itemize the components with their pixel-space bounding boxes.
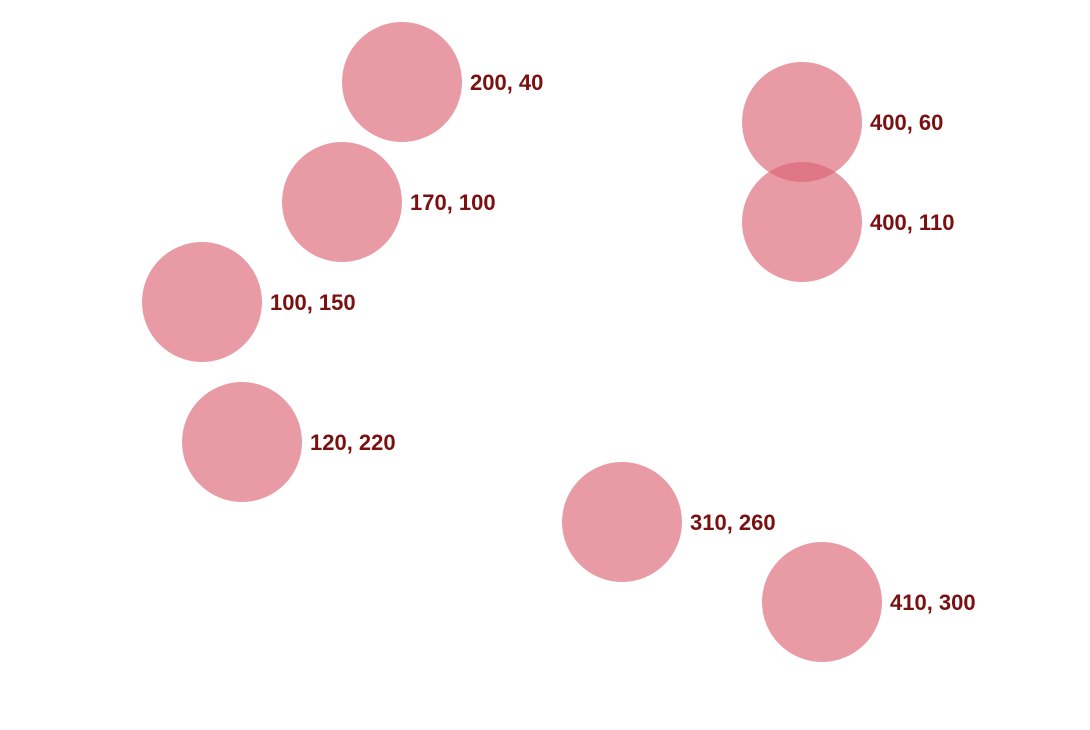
scatter-point <box>762 542 882 662</box>
scatter-point <box>342 22 462 142</box>
point-label: 200, 40 <box>470 70 543 95</box>
labels-layer: 200, 40 400, 60 170, 100 400, 110 100, 150 12… <box>270 70 976 615</box>
point-label: 310, 260 <box>690 510 776 535</box>
point-label: 400, 60 <box>870 110 943 135</box>
point-label: 120, 220 <box>310 430 396 455</box>
point-label: 400, 110 <box>870 210 954 235</box>
point-label: 410, 300 <box>890 590 976 615</box>
scatter-point <box>142 242 262 362</box>
scatter-point <box>742 62 862 182</box>
points-layer <box>142 22 882 662</box>
scatter-point <box>742 162 862 282</box>
scatter-point <box>182 382 302 502</box>
point-label: 170, 100 <box>410 190 496 215</box>
scatter-point <box>562 462 682 582</box>
point-label: 100, 150 <box>270 290 356 315</box>
scatter-point <box>282 142 402 262</box>
